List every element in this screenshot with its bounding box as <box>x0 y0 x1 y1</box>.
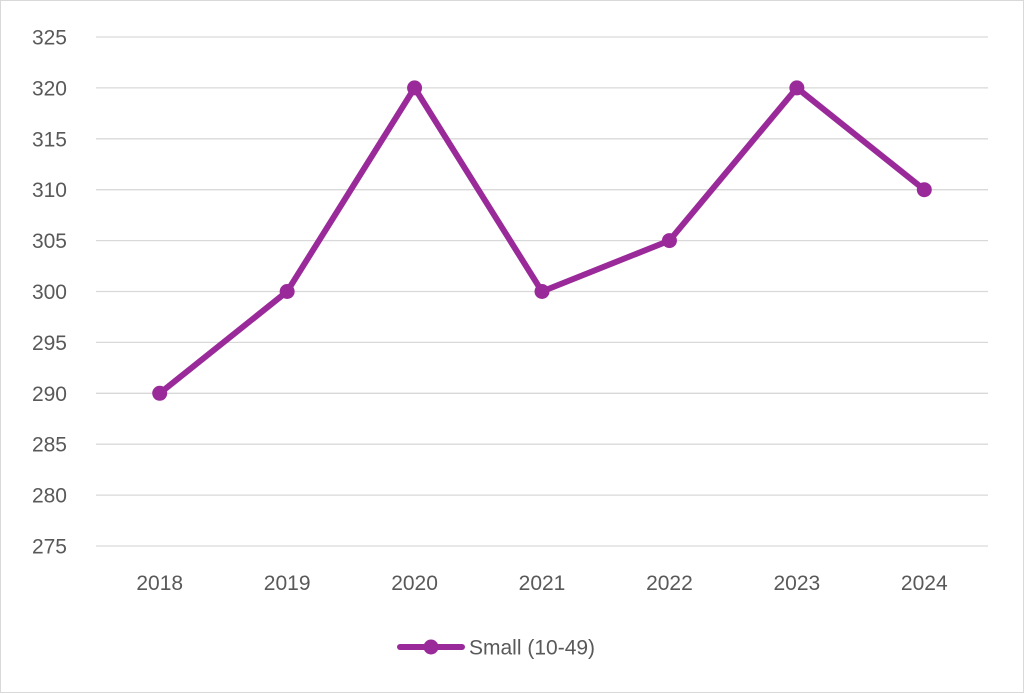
y-axis-tick-labels: 275 280 285 290 295 300 305 310 315 320 325 <box>32 27 67 559</box>
x-axis-tick-labels: 2018 2019 2020 2021 2022 2023 2024 <box>136 572 948 595</box>
y-tick-label: 285 <box>32 434 67 457</box>
x-tick-label: 2021 <box>519 572 566 595</box>
y-tick-label: 295 <box>32 332 67 355</box>
data-point <box>789 80 805 96</box>
y-tick-label: 290 <box>32 383 67 406</box>
series-layer <box>152 80 932 401</box>
y-tick-label: 300 <box>32 281 67 304</box>
x-tick-label: 2023 <box>773 572 820 595</box>
legend: Small (10-49) <box>397 637 595 660</box>
x-tick-label: 2024 <box>901 572 948 595</box>
y-tick-label: 325 <box>32 27 67 50</box>
x-tick-label: 2019 <box>264 572 311 595</box>
data-point <box>407 80 423 96</box>
x-tick-label: 2018 <box>136 572 183 595</box>
data-point <box>916 182 932 198</box>
data-point <box>279 284 295 299</box>
x-tick-label: 2022 <box>646 572 693 595</box>
y-tick-label: 275 <box>32 536 67 559</box>
y-tick-label: 315 <box>32 128 67 151</box>
data-point <box>152 385 168 401</box>
x-tick-label: 2020 <box>391 572 438 595</box>
data-point <box>534 284 550 299</box>
y-tick-label: 305 <box>32 230 67 253</box>
data-point <box>661 233 677 249</box>
legend-marker-swatch <box>423 639 439 655</box>
y-tick-label: 280 <box>32 485 67 508</box>
y-tick-label: 320 <box>32 77 67 100</box>
legend-label: Small (10-49) <box>469 637 595 660</box>
y-tick-label: 310 <box>32 179 67 202</box>
